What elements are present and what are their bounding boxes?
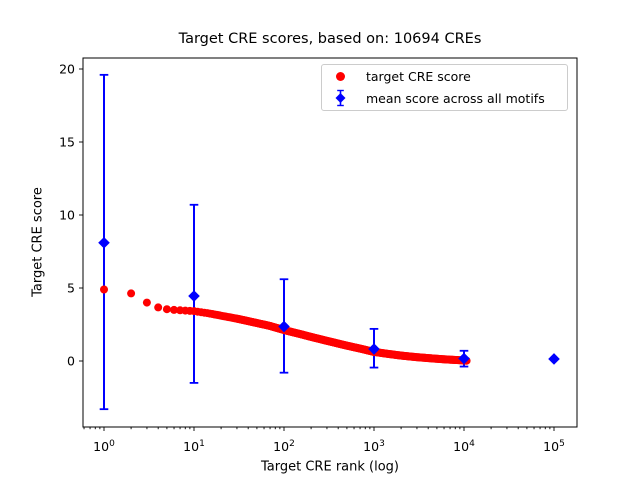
svg-text:102: 102 bbox=[273, 439, 295, 454]
legend-entry-mean-score: mean score across all motifs bbox=[322, 88, 567, 108]
blue-diamond-markers bbox=[98, 236, 560, 365]
blue-diamond-errorbar-marker-icon bbox=[333, 88, 347, 108]
svg-text:15: 15 bbox=[59, 134, 75, 149]
svg-text:10: 10 bbox=[59, 207, 75, 222]
svg-text:0: 0 bbox=[67, 353, 75, 368]
legend-label: target CRE score bbox=[366, 69, 471, 85]
svg-text:104: 104 bbox=[453, 439, 475, 454]
x-tick-labels: 100 101 102 103 104 105 bbox=[93, 439, 565, 454]
svg-text:20: 20 bbox=[59, 61, 75, 76]
legend-entry-target-cre-score: target CRE score bbox=[322, 67, 567, 87]
svg-text:5: 5 bbox=[67, 280, 75, 295]
y-axis-ticks bbox=[79, 68, 83, 362]
svg-text:100: 100 bbox=[93, 439, 115, 454]
y-axis-label: Target CRE score bbox=[30, 187, 46, 297]
chart-title: Target CRE scores, based on: 10694 CREs bbox=[178, 31, 482, 47]
plot-frame bbox=[82, 57, 578, 428]
svg-text:101: 101 bbox=[183, 439, 205, 454]
svg-text:105: 105 bbox=[543, 439, 565, 454]
red-scatter-series bbox=[100, 285, 471, 365]
x-axis-label: Target CRE rank (log) bbox=[261, 459, 399, 475]
svg-text:103: 103 bbox=[363, 439, 385, 454]
red-circle-marker-icon bbox=[333, 72, 347, 82]
legend-label: mean score across all motifs bbox=[366, 90, 545, 106]
legend: target CRE score mean score across all m… bbox=[321, 64, 568, 111]
x-axis-ticks bbox=[83, 427, 555, 431]
y-tick-labels: 0 5 10 15 20 bbox=[59, 61, 75, 368]
